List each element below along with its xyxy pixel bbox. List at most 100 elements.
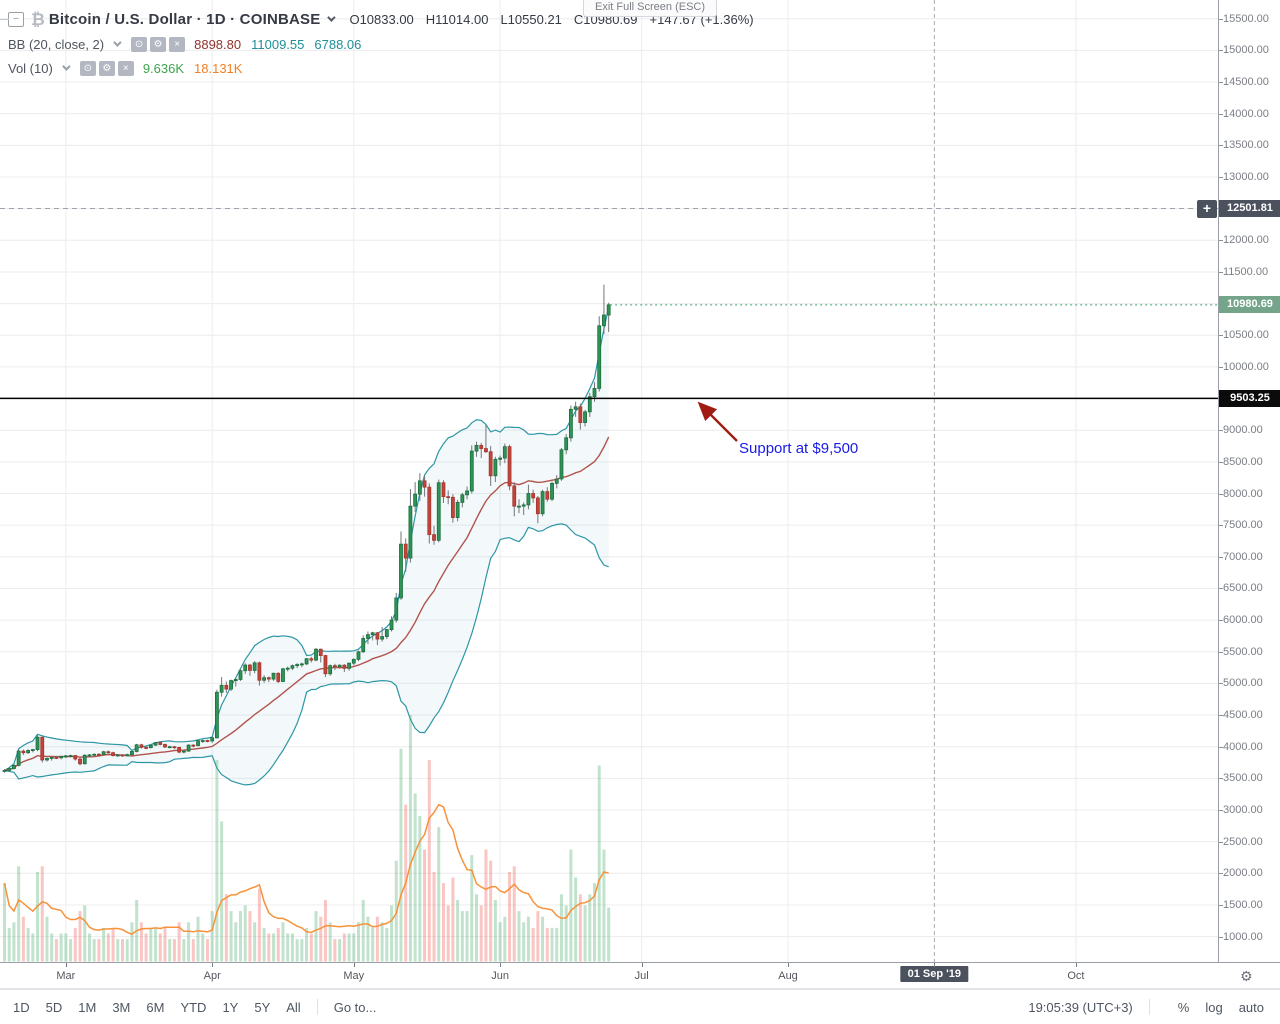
candle-body bbox=[328, 665, 333, 675]
range-button-1m[interactable]: 1M bbox=[78, 999, 97, 1015]
volume-bar bbox=[168, 939, 172, 962]
axis-settings-gear-icon[interactable]: ⚙ bbox=[1240, 968, 1253, 984]
volume-bar bbox=[210, 911, 214, 962]
volume-bar bbox=[526, 916, 530, 962]
price-tick-label: 8000.00 bbox=[1223, 487, 1263, 500]
range-button-all[interactable]: All bbox=[286, 999, 301, 1015]
volume-bar bbox=[380, 922, 384, 962]
volume-bar bbox=[333, 939, 337, 962]
range-button-3m[interactable]: 3M bbox=[112, 999, 131, 1015]
volume-bar bbox=[121, 939, 124, 962]
price-tick bbox=[1219, 525, 1223, 527]
candle-body bbox=[243, 664, 248, 672]
visibility-icon[interactable]: ⊙ bbox=[79, 60, 96, 76]
volume-bar bbox=[21, 916, 25, 962]
volume-bar bbox=[59, 933, 63, 962]
range-button-5y[interactable]: 5Y bbox=[254, 999, 271, 1015]
price-chart-canvas[interactable] bbox=[0, 0, 1218, 962]
volume-bar bbox=[272, 933, 276, 962]
volume-bar bbox=[276, 927, 280, 962]
indicator-value: 11009.55 bbox=[251, 36, 305, 52]
volume-bar bbox=[125, 939, 129, 962]
candle-body bbox=[299, 663, 304, 666]
volume-bar bbox=[182, 939, 186, 962]
time-label: Jul bbox=[634, 970, 649, 982]
range-button-1y[interactable]: 1Y bbox=[222, 999, 239, 1015]
candle-body bbox=[304, 658, 309, 665]
candle-body bbox=[181, 750, 186, 753]
candle-body bbox=[78, 758, 82, 765]
volume-bar bbox=[102, 927, 106, 962]
candle-body bbox=[16, 750, 21, 766]
price-tick-label: 12000.00 bbox=[1223, 234, 1269, 247]
candle-body bbox=[436, 482, 441, 541]
volume-bar bbox=[484, 849, 488, 962]
volume-bar bbox=[432, 871, 436, 962]
chevron-down-icon[interactable] bbox=[113, 38, 122, 47]
collapse-panel-button[interactable]: − bbox=[8, 11, 24, 27]
candle-body bbox=[139, 744, 144, 748]
chevron-down-icon[interactable] bbox=[61, 62, 71, 71]
range-button-1d[interactable]: 1D bbox=[13, 999, 30, 1015]
visibility-icon[interactable]: ⊙ bbox=[131, 36, 148, 52]
candle-body bbox=[498, 457, 503, 460]
candle-body bbox=[148, 744, 153, 749]
last-price-badge: 10980.69 bbox=[1219, 296, 1280, 314]
candle-body bbox=[295, 664, 300, 667]
volume-bar bbox=[248, 911, 252, 962]
candle-body bbox=[484, 448, 488, 453]
clock-timezone-button[interactable]: 19:05:39 (UTC+3) bbox=[1028, 999, 1133, 1015]
price-tick bbox=[1219, 335, 1223, 337]
symbol-title[interactable]: Bitcoin / U.S. Dollar · 1D · COINBASE bbox=[48, 10, 321, 28]
volume-bar bbox=[158, 933, 162, 962]
price-tick bbox=[1219, 841, 1223, 843]
price-tick bbox=[1219, 588, 1223, 590]
settings-icon[interactable]: ⚙ bbox=[150, 36, 167, 52]
range-button-6m[interactable]: 6M bbox=[146, 999, 165, 1015]
range-button-ytd[interactable]: YTD bbox=[180, 999, 207, 1015]
candle-body bbox=[21, 750, 26, 754]
candle-body bbox=[224, 684, 229, 690]
candle-body bbox=[545, 491, 550, 500]
delete-icon[interactable]: × bbox=[169, 36, 186, 52]
volume-bar bbox=[347, 933, 351, 962]
toolbar-divider bbox=[316, 999, 318, 1015]
chevron-down-icon[interactable] bbox=[327, 13, 337, 22]
volume-bar bbox=[470, 855, 474, 962]
scale-mode-auto[interactable]: auto bbox=[1238, 999, 1264, 1015]
volume-bar bbox=[54, 939, 58, 962]
volume-bar bbox=[522, 922, 526, 962]
volume-bar bbox=[305, 927, 309, 962]
candle-body bbox=[554, 478, 559, 484]
settings-icon[interactable]: ⚙ bbox=[98, 60, 115, 76]
goto-button[interactable]: Go to... bbox=[333, 999, 377, 1015]
candle-body bbox=[432, 534, 436, 541]
candle-body bbox=[587, 396, 592, 413]
delete-icon[interactable]: × bbox=[117, 60, 134, 76]
candle-body bbox=[49, 757, 54, 759]
volume-bar bbox=[578, 894, 582, 962]
volume-bar bbox=[508, 871, 512, 962]
scale-mode-log[interactable]: log bbox=[1205, 999, 1223, 1015]
price-axis[interactable]: + 12501.81 10980.69 9503.25 15500.00 1500… bbox=[1197, 0, 1280, 962]
indicator-row-bb: BB (20, close, 2) ⊙ ⚙ × 8898.80 11009.55 6788.… bbox=[8, 32, 766, 56]
volume-bar bbox=[163, 927, 167, 962]
price-tick-label: 8500.00 bbox=[1223, 455, 1263, 468]
add-alert-plus-button[interactable]: + bbox=[1197, 199, 1217, 218]
support-annotation-arrow bbox=[697, 401, 738, 442]
indicator-label[interactable]: Vol (10) bbox=[8, 60, 53, 76]
scale-mode-%[interactable]: % bbox=[1177, 999, 1190, 1015]
candle-body bbox=[592, 388, 597, 398]
candle-body bbox=[309, 658, 314, 661]
volume-bar bbox=[31, 933, 35, 962]
candle-body bbox=[125, 754, 130, 757]
price-tick-label: 14000.00 bbox=[1223, 107, 1269, 120]
indicator-label[interactable]: BB (20, close, 2) bbox=[8, 36, 105, 52]
time-label: Apr bbox=[203, 970, 221, 982]
candle-body bbox=[281, 668, 285, 682]
candle-body bbox=[413, 493, 418, 507]
price-tick-label: 10500.00 bbox=[1223, 329, 1269, 342]
time-axis[interactable]: ⚙ Mar Apr May Jun Jul Aug 01 Sep '19 Oct bbox=[0, 962, 1280, 989]
range-button-5d[interactable]: 5D bbox=[45, 999, 63, 1015]
price-tick-label: 9000.00 bbox=[1223, 424, 1263, 437]
